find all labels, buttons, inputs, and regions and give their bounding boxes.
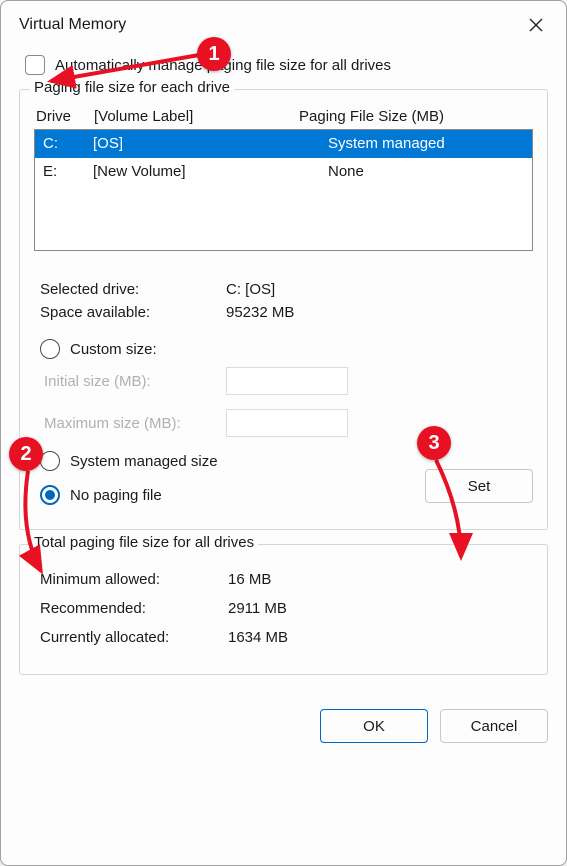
drive-size: System managed: [328, 132, 524, 156]
radio-none-label: No paging file: [70, 487, 162, 504]
window-title: Virtual Memory: [19, 16, 126, 34]
virtual-memory-dialog: Virtual Memory Automatically manage pagi…: [0, 0, 567, 866]
radio-custom-size[interactable]: Custom size:: [40, 339, 533, 359]
selected-drive-label: Selected drive:: [40, 281, 226, 298]
titlebar: Virtual Memory: [1, 1, 566, 49]
annotation-badge-3: 3: [417, 426, 451, 460]
radio-icon[interactable]: [40, 451, 60, 471]
custom-size-inputs: Initial size (MB): Maximum size (MB):: [44, 367, 533, 437]
radio-system-managed[interactable]: System managed size: [40, 451, 533, 471]
col-volume: [Volume Label]: [94, 108, 299, 125]
group-each-drive: Paging file size for each drive Drive [V…: [19, 89, 548, 530]
drive-list[interactable]: C: [OS] System managed E: [New Volume] N…: [34, 129, 533, 251]
currently-allocated-label: Currently allocated:: [40, 629, 228, 646]
drive-row[interactable]: C: [OS] System managed: [35, 130, 532, 158]
col-drive: Drive: [36, 108, 94, 125]
ok-button[interactable]: OK: [320, 709, 428, 743]
drive-size: None: [328, 160, 524, 184]
auto-manage-checkbox[interactable]: [25, 55, 45, 75]
dialog-content: Automatically manage paging file size fo…: [1, 49, 566, 703]
drive-letter: C:: [43, 132, 93, 156]
space-available-label: Space available:: [40, 304, 226, 321]
selected-drive-value: C: [OS]: [226, 281, 533, 298]
currently-allocated-value: 1634 MB: [228, 629, 288, 646]
annotation-badge-1: 1: [197, 37, 231, 71]
recommended-label: Recommended:: [40, 600, 228, 617]
min-allowed-label: Minimum allowed:: [40, 571, 228, 588]
radio-system-label: System managed size: [70, 453, 218, 470]
dialog-buttons: OK Cancel: [1, 703, 566, 757]
drive-list-header: Drive [Volume Label] Paging File Size (M…: [34, 102, 533, 129]
space-available-value: 95232 MB: [226, 304, 533, 321]
drive-volume: [OS]: [93, 132, 328, 156]
drive-row[interactable]: E: [New Volume] None: [35, 158, 532, 186]
col-size: Paging File Size (MB): [299, 108, 531, 125]
radio-icon[interactable]: [40, 485, 60, 505]
radio-custom-label: Custom size:: [70, 341, 157, 358]
group-total: Total paging file size for all drives Mi…: [19, 544, 548, 675]
cancel-button[interactable]: Cancel: [440, 709, 548, 743]
set-button[interactable]: Set: [425, 469, 533, 503]
maximum-size-label: Maximum size (MB):: [44, 415, 226, 432]
group-total-legend: Total paging file size for all drives: [30, 534, 258, 551]
drive-volume: [New Volume]: [93, 160, 328, 184]
drive-letter: E:: [43, 160, 93, 184]
annotation-badge-2: 2: [9, 437, 43, 471]
maximum-size-input[interactable]: [226, 409, 348, 437]
min-allowed-value: 16 MB: [228, 571, 271, 588]
selected-drive-info: Selected drive: C: [OS] Space available:…: [40, 281, 533, 321]
group-each-drive-legend: Paging file size for each drive: [30, 79, 234, 96]
close-icon[interactable]: [520, 9, 552, 41]
recommended-value: 2911 MB: [228, 600, 287, 617]
initial-size-label: Initial size (MB):: [44, 373, 226, 390]
radio-icon[interactable]: [40, 339, 60, 359]
initial-size-input[interactable]: [226, 367, 348, 395]
